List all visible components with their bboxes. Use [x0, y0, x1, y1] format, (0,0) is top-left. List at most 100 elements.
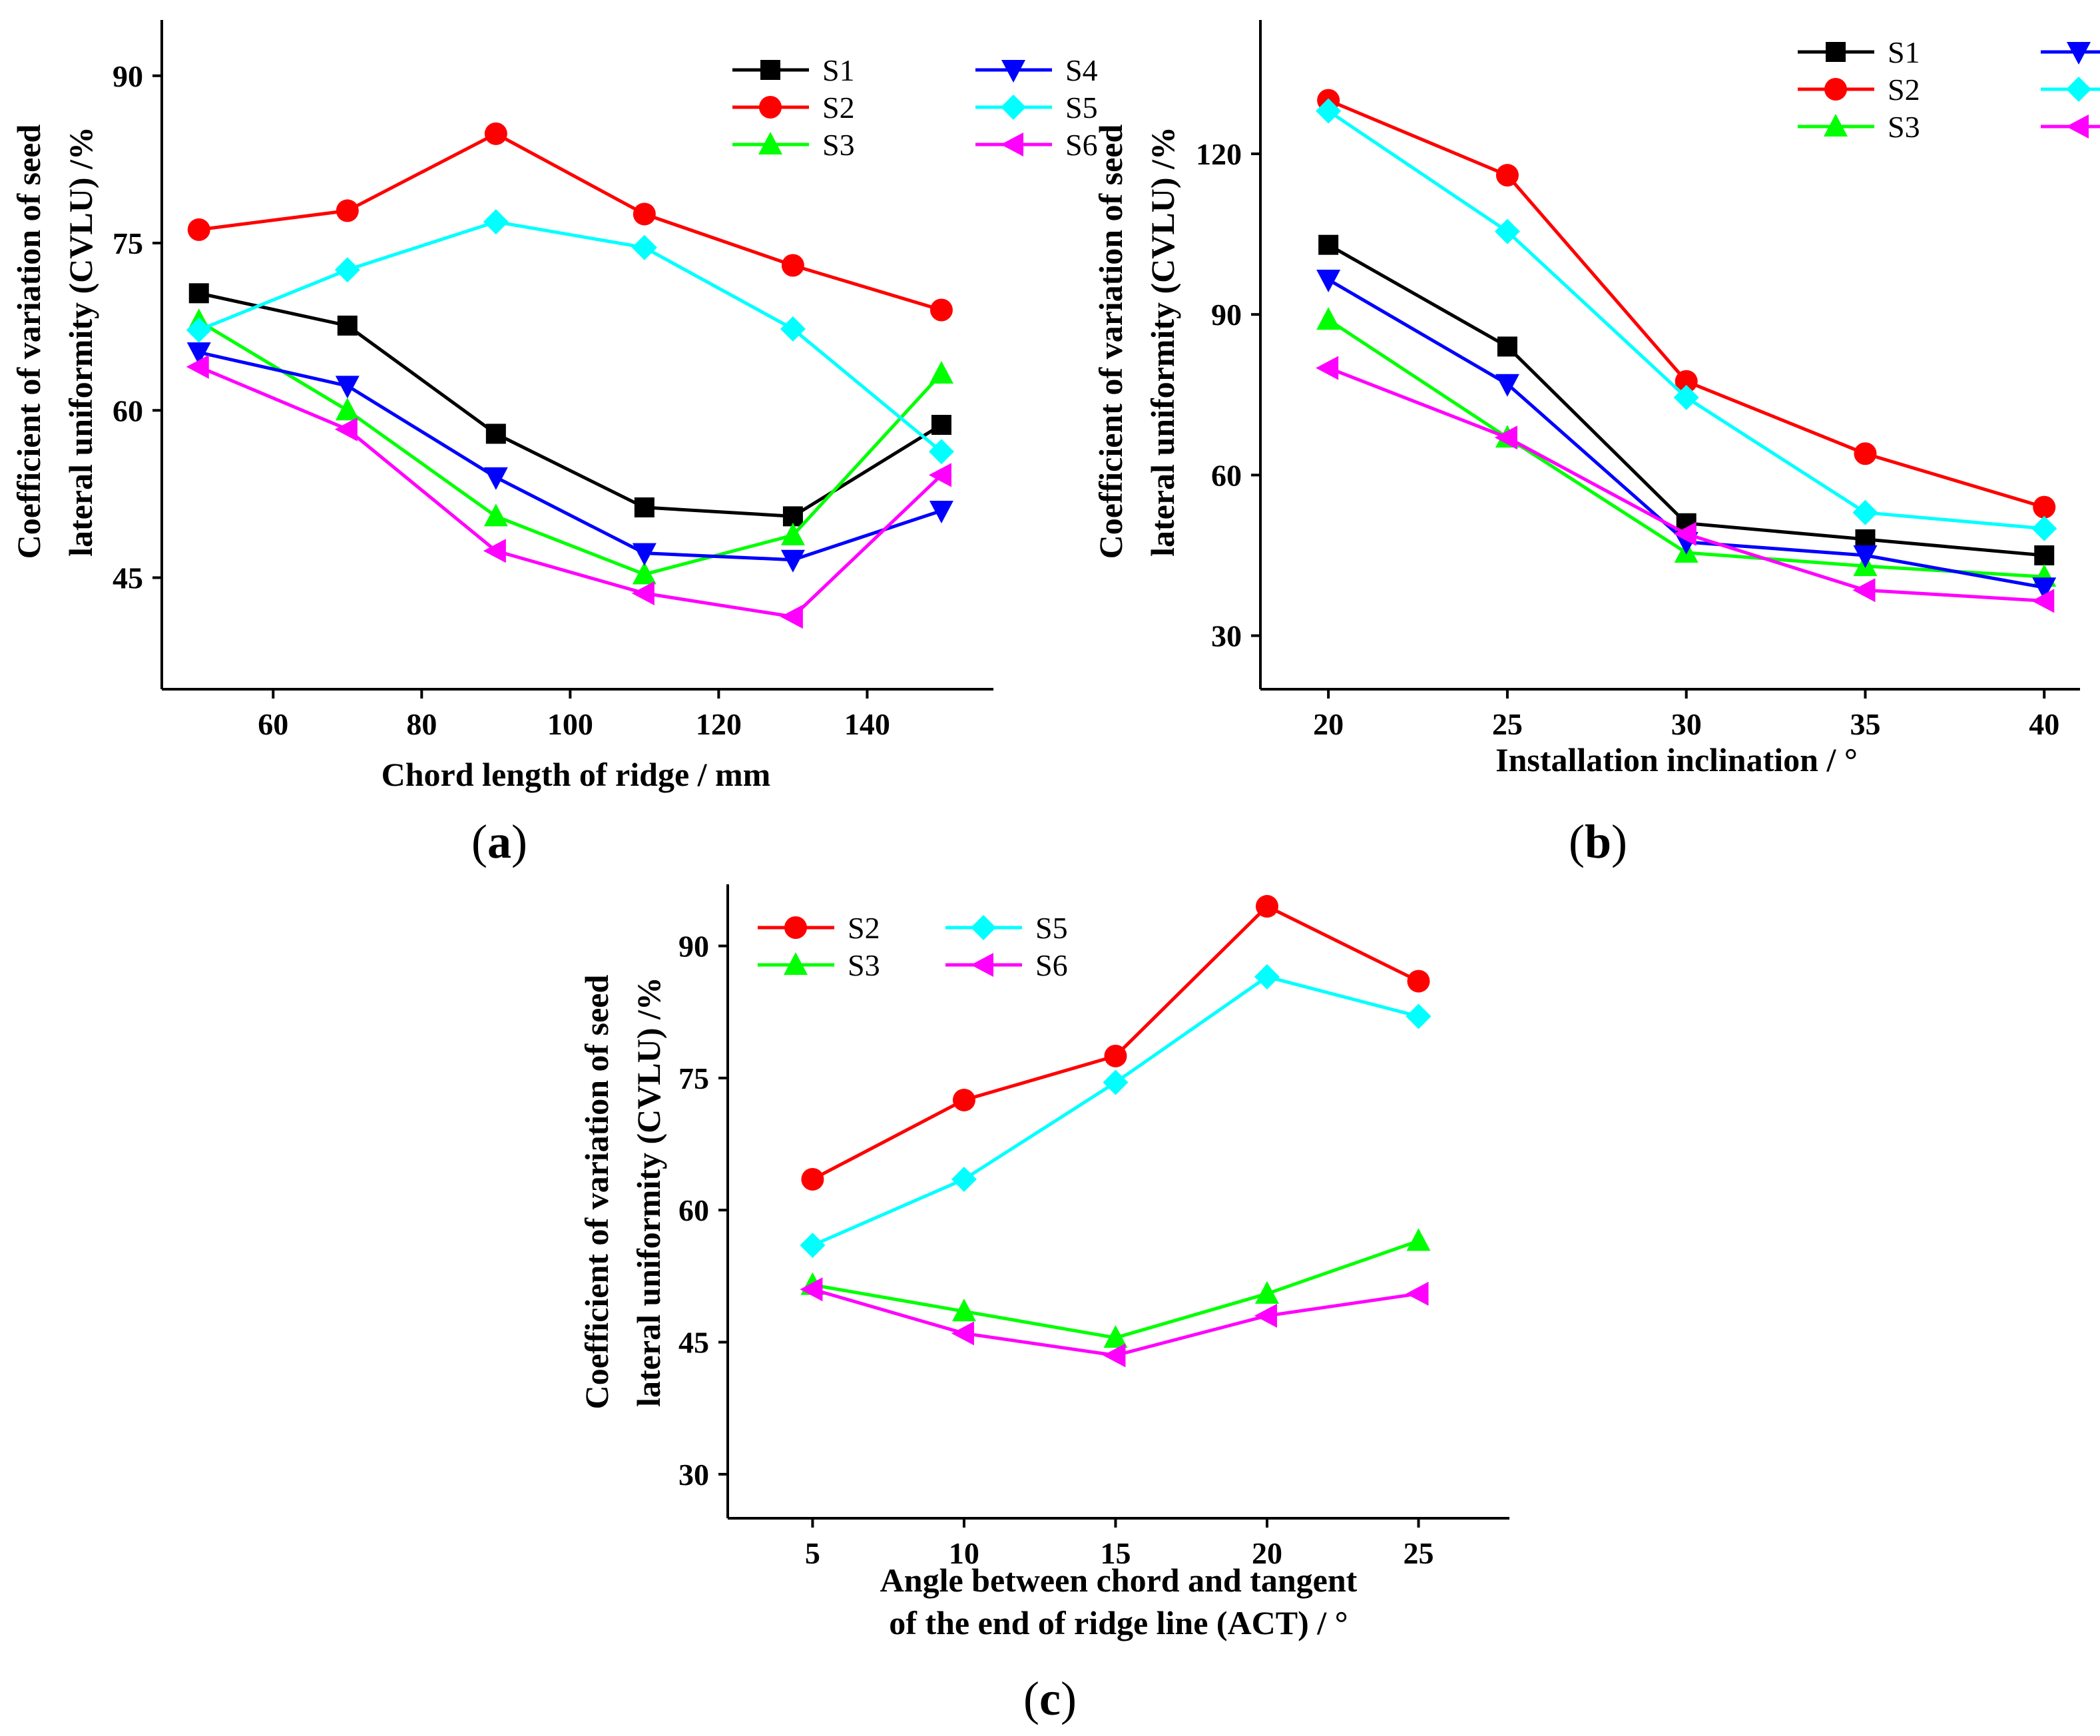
legend-item-s4: S4 [2041, 42, 2100, 65]
series-line-s1-a [198, 291, 943, 518]
data-point-s2-b [1854, 442, 1877, 465]
legend-label: S3 [1888, 110, 1920, 144]
data-point-s1-b [1497, 336, 1517, 357]
data-point-s1-a [337, 315, 358, 336]
data-point-s2-c [1407, 970, 1430, 993]
legend-item-s3: S3 [758, 948, 880, 982]
data-point-s3-a [335, 398, 360, 421]
legend-label: S5 [1035, 911, 1068, 945]
y-tick-label-a: 90 [113, 59, 143, 93]
panel-label-a: (a) [471, 815, 527, 868]
data-point-s2-b [1675, 370, 1698, 393]
legend-marker [2066, 115, 2089, 139]
data-point-s2-c [1104, 1044, 1127, 1067]
series-line-s3-a [198, 320, 943, 576]
data-point-s3-a [483, 503, 508, 527]
data-point-s6-a [483, 539, 506, 563]
legend-item-s6: S6 [2041, 115, 2100, 139]
data-point-s3-c [951, 1299, 976, 1322]
x-tick-label-b: 40 [2029, 707, 2059, 741]
y-tick-label-b: 30 [1211, 619, 1242, 653]
data-point-s6-a [334, 417, 358, 441]
data-point-s2-c [801, 1167, 824, 1191]
legend-label: S6 [1035, 948, 1068, 982]
y-axis-title-b-line2: lateral uniformity (CVLU) /% [1144, 127, 1181, 557]
y-tick-label-a: 60 [113, 394, 143, 428]
data-point-s5-a [483, 209, 509, 235]
x-tick-label-a: 100 [547, 707, 593, 741]
data-point-s2-c [952, 1088, 975, 1111]
data-point-s6-c [951, 1321, 974, 1346]
data-point-s6-b [1316, 356, 1339, 380]
data-point-s3-a [929, 360, 953, 384]
y-tick-label-b: 90 [1211, 298, 1242, 332]
y-tick-label-c: 90 [678, 930, 709, 964]
data-point-s6-c [1103, 1343, 1126, 1368]
legend-label: S2 [848, 911, 880, 945]
legend-item-s2: S2 [1798, 73, 1920, 107]
panel-letter-a: a [487, 815, 511, 868]
data-point-s6-c [1406, 1281, 1429, 1306]
data-point-s5-b [2031, 515, 2057, 541]
legend-item-s5: S5 [945, 911, 1068, 945]
legend-label: S5 [1065, 91, 1098, 125]
data-point-s3-a [780, 522, 805, 545]
data-point-s1-a [485, 424, 506, 444]
data-point-s6-b [2031, 589, 2055, 613]
legend-label: S3 [822, 128, 855, 162]
legend-item-s1: S1 [732, 53, 855, 87]
y-tick-label-b: 60 [1211, 458, 1242, 492]
legend-marker [1826, 42, 1846, 62]
x-tick-label-c: 5 [805, 1536, 820, 1570]
x-axis-title-a: Chord length of ridge / mm [382, 756, 771, 793]
data-point-s4-b [1853, 545, 1878, 568]
x-tick-label-c: 10 [949, 1536, 979, 1570]
data-point-s1-a [634, 497, 655, 517]
data-point-s5-b [1852, 499, 1878, 525]
data-point-s3-c [1406, 1228, 1431, 1251]
legend-marker [971, 953, 993, 977]
legend-item-s6: S6 [975, 128, 1098, 162]
data-point-s2-b [1495, 164, 1519, 187]
y-tick-label-c: 45 [678, 1326, 709, 1360]
panel-letter-c: c [1039, 1672, 1061, 1725]
legend-marker [784, 916, 807, 939]
legend-label: S2 [822, 91, 855, 125]
legend-label: S2 [1888, 73, 1920, 107]
x-tick-label-a: 140 [844, 707, 890, 741]
y-tick-label-c: 30 [678, 1458, 709, 1492]
data-point-s2-a [484, 122, 507, 145]
data-point-s3-c [1103, 1324, 1128, 1348]
y-axis-title-c-line2: lateral uniformity (CVLU) /% [630, 977, 667, 1407]
legend-label: S6 [1065, 128, 1098, 162]
x-tick-label-b: 25 [1492, 707, 1523, 741]
panel-label-b: (b) [1569, 815, 1627, 868]
y-tick-label-b: 120 [1196, 137, 1242, 171]
series-line-s5-a [198, 220, 943, 453]
legend-marker [760, 60, 780, 80]
data-point-s5-a [186, 317, 212, 343]
data-point-s2-a [929, 298, 953, 322]
legend-marker [1001, 95, 1026, 120]
data-point-s4-a [483, 467, 508, 490]
y-tick-label-c: 75 [678, 1061, 709, 1095]
legend-label: S3 [848, 948, 880, 982]
y-axis-title-a-line2: lateral uniformity (CVLU) /% [62, 127, 99, 557]
legend-marker [784, 952, 808, 975]
legend-label: S1 [1888, 35, 1920, 69]
data-point-s4-a [780, 549, 805, 573]
y-tick-label-a: 45 [113, 561, 143, 595]
data-point-s3-a [632, 561, 656, 585]
data-point-s6-a [186, 354, 209, 379]
x-tick-label-a: 60 [258, 707, 288, 741]
data-point-s1-a [931, 415, 951, 435]
legend-marker [1001, 60, 1025, 83]
legend-item-s4: S4 [975, 53, 1098, 87]
data-point-s4-a [929, 501, 953, 523]
x-tick-label-c: 20 [1252, 1536, 1282, 1570]
data-point-s4-a [632, 543, 656, 566]
